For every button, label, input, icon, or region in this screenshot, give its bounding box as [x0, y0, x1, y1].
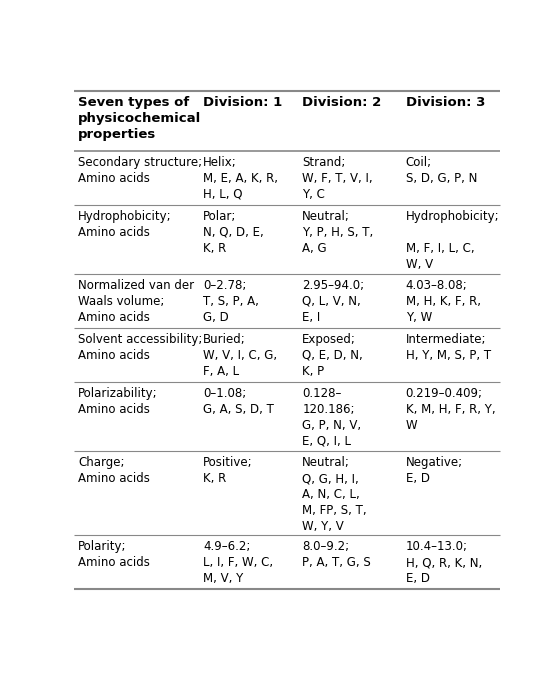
Text: Neutral;
Y, P, H, S, T,
A, G: Neutral; Y, P, H, S, T, A, G: [302, 210, 374, 255]
Text: Strand;
W, F, T, V, I,
Y, C: Strand; W, F, T, V, I, Y, C: [302, 156, 373, 201]
Text: Buried;
W, V, I, C, G,
F, A, L: Buried; W, V, I, C, G, F, A, L: [203, 333, 277, 378]
Text: Hydrophobicity;

M, F, I, L, C,
W, V: Hydrophobicity; M, F, I, L, C, W, V: [406, 210, 499, 271]
Text: 0.219–0.409;
K, M, H, F, R, Y,
W: 0.219–0.409; K, M, H, F, R, Y, W: [406, 387, 495, 432]
Text: Positive;
K, R: Positive; K, R: [203, 456, 253, 485]
Text: Coil;
S, D, G, P, N: Coil; S, D, G, P, N: [406, 156, 477, 185]
Text: Division: 2: Division: 2: [302, 96, 381, 109]
Text: Seven types of
physicochemical
properties: Seven types of physicochemical propertie…: [78, 96, 201, 141]
Text: Neutral;
Q, G, H, I,
A, N, C, L,
M, FP, S, T,
W, Y, V: Neutral; Q, G, H, I, A, N, C, L, M, FP, …: [302, 456, 367, 533]
Text: 0–1.08;
G, A, S, D, T: 0–1.08; G, A, S, D, T: [203, 387, 274, 416]
Text: Division: 1: Division: 1: [203, 96, 282, 109]
Text: 0.128–
120.186;
G, P, N, V,
E, Q, I, L: 0.128– 120.186; G, P, N, V, E, Q, I, L: [302, 387, 361, 448]
Text: Division: 3: Division: 3: [406, 96, 485, 109]
Text: 4.9–6.2;
L, I, F, W, C,
M, V, Y: 4.9–6.2; L, I, F, W, C, M, V, Y: [203, 540, 273, 585]
Text: Negative;
E, D: Negative; E, D: [406, 456, 463, 485]
Text: Polarizability;
Amino acids: Polarizability; Amino acids: [78, 387, 158, 416]
Text: Polar;
N, Q, D, E,
K, R: Polar; N, Q, D, E, K, R: [203, 210, 264, 255]
Text: Helix;
M, E, A, K, R,
H, L, Q: Helix; M, E, A, K, R, H, L, Q: [203, 156, 278, 201]
Text: Exposed;
Q, E, D, N,
K, P: Exposed; Q, E, D, N, K, P: [302, 333, 363, 378]
Text: Charge;
Amino acids: Charge; Amino acids: [78, 456, 150, 485]
Text: Secondary structure;
Amino acids: Secondary structure; Amino acids: [78, 156, 202, 185]
Text: 0–2.78;
T, S, P, A,
G, D: 0–2.78; T, S, P, A, G, D: [203, 279, 259, 324]
Text: Polarity;
Amino acids: Polarity; Amino acids: [78, 540, 150, 569]
Text: Solvent accessibility;
Amino acids: Solvent accessibility; Amino acids: [78, 333, 202, 362]
Text: 10.4–13.0;
H, Q, R, K, N,
E, D: 10.4–13.0; H, Q, R, K, N, E, D: [406, 540, 482, 585]
Text: 4.03–8.08;
M, H, K, F, R,
Y, W: 4.03–8.08; M, H, K, F, R, Y, W: [406, 279, 480, 324]
Text: Hydrophobicity;
Amino acids: Hydrophobicity; Amino acids: [78, 210, 172, 239]
Text: 2.95–94.0;
Q, L, V, N,
E, I: 2.95–94.0; Q, L, V, N, E, I: [302, 279, 364, 324]
Text: 8.0–9.2;
P, A, T, G, S: 8.0–9.2; P, A, T, G, S: [302, 540, 371, 569]
Text: Normalized van der
Waals volume;
Amino acids: Normalized van der Waals volume; Amino a…: [78, 279, 194, 324]
Text: Intermediate;
H, Y, M, S, P, T: Intermediate; H, Y, M, S, P, T: [406, 333, 491, 362]
